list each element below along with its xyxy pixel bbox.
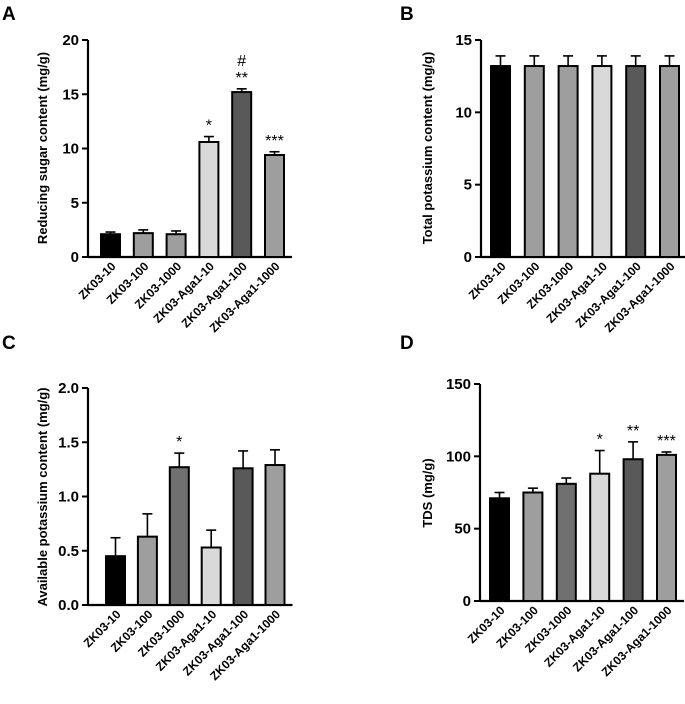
chart-panel-c: 0.00.51.01.52.0ZK03-10ZK03-100*ZK03-1000… [58,380,292,683]
chart-panel-d: 050100150ZK03-10ZK03-100ZK03-1000*ZK03-A… [446,376,684,679]
y-tick-label-b: 10 [455,104,472,121]
bar-a-zk03-aga1-100 [232,92,251,257]
y-tick-label-a: 10 [62,141,79,158]
bar-b-zk03-1000 [559,66,578,257]
bar-a-zk03-aga1-10 [199,142,218,257]
significance-label-c: * [176,434,182,451]
bar-b-zk03-100 [525,66,544,257]
bar-b-zk03-aga1-10 [592,66,611,257]
y-tick-label-b: 5 [464,177,472,194]
y-tick-label-d: 100 [446,448,471,465]
y-axis-label-c: Available potassium content (mg/g) [35,387,50,606]
panel-letter-b: B [400,4,414,25]
bar-c-zk03-10 [106,556,125,605]
bar-c-zk03-100 [138,537,157,605]
bar-a-zk03-aga1-1000 [265,155,284,257]
significance-label-d: ** [627,423,639,440]
y-axis-label-d: TDS (mg/g) [420,458,435,527]
y-tick-label-b: 15 [455,32,472,49]
y-tick-label-d: 150 [446,376,471,393]
bar-d-zk03-aga1-100 [624,459,643,601]
y-tick-label-a: 20 [62,32,79,49]
y-tick-label-c: 1.0 [58,489,79,506]
significance-label-d: * [597,432,603,449]
bar-d-zk03-aga1-10 [590,474,609,601]
significance-label-a: # [237,53,246,70]
bar-b-zk03-aga1-100 [626,66,645,257]
y-tick-label-c: 2.0 [58,380,79,397]
bar-c-zk03-aga1-1000 [266,465,285,605]
y-tick-label-b: 0 [464,249,472,266]
panel-letter-d: D [400,333,414,354]
bar-d-zk03-aga1-1000 [657,455,676,601]
significance-label-a: * [206,118,212,135]
bar-a-zk03-10 [101,234,120,257]
y-tick-label-c: 1.5 [58,434,79,451]
y-tick-label-d: 50 [454,521,471,538]
bar-c-zk03-aga1-100 [234,468,253,605]
chart-panel-a: 05101520ZK03-10ZK03-100ZK03-1000*ZK03-Ag… [62,32,292,335]
bar-d-zk03-10 [490,498,509,601]
y-tick-label-a: 15 [62,86,79,103]
bar-d-zk03-100 [523,493,542,602]
significance-label-d: *** [657,433,676,450]
bar-b-zk03-aga1-1000 [660,66,679,257]
y-tick-label-c: 0.5 [58,543,79,560]
bar-c-zk03-aga1-10 [202,547,221,605]
bar-a-zk03-100 [134,233,153,257]
significance-label-a: *** [265,133,284,150]
significance-label-a: ** [235,70,247,87]
chart-panel-b: 051015ZK03-10ZK03-100ZK03-1000ZK03-Aga1-… [455,32,685,335]
y-tick-label-d: 0 [463,593,471,610]
bar-a-zk03-1000 [167,234,186,257]
y-tick-label-c: 0.0 [58,597,79,614]
bar-d-zk03-1000 [557,484,576,601]
panel-letter-c: C [2,333,16,354]
bar-c-zk03-1000 [170,467,189,605]
y-tick-label-a: 5 [71,195,79,212]
y-tick-label-a: 0 [71,249,79,266]
y-axis-label-b: Total potassium content (mg/g) [420,52,435,245]
panel-letter-a: A [2,4,16,25]
y-axis-label-a: Reducing sugar content (mg/g) [35,52,50,244]
bar-b-zk03-10 [491,66,510,257]
